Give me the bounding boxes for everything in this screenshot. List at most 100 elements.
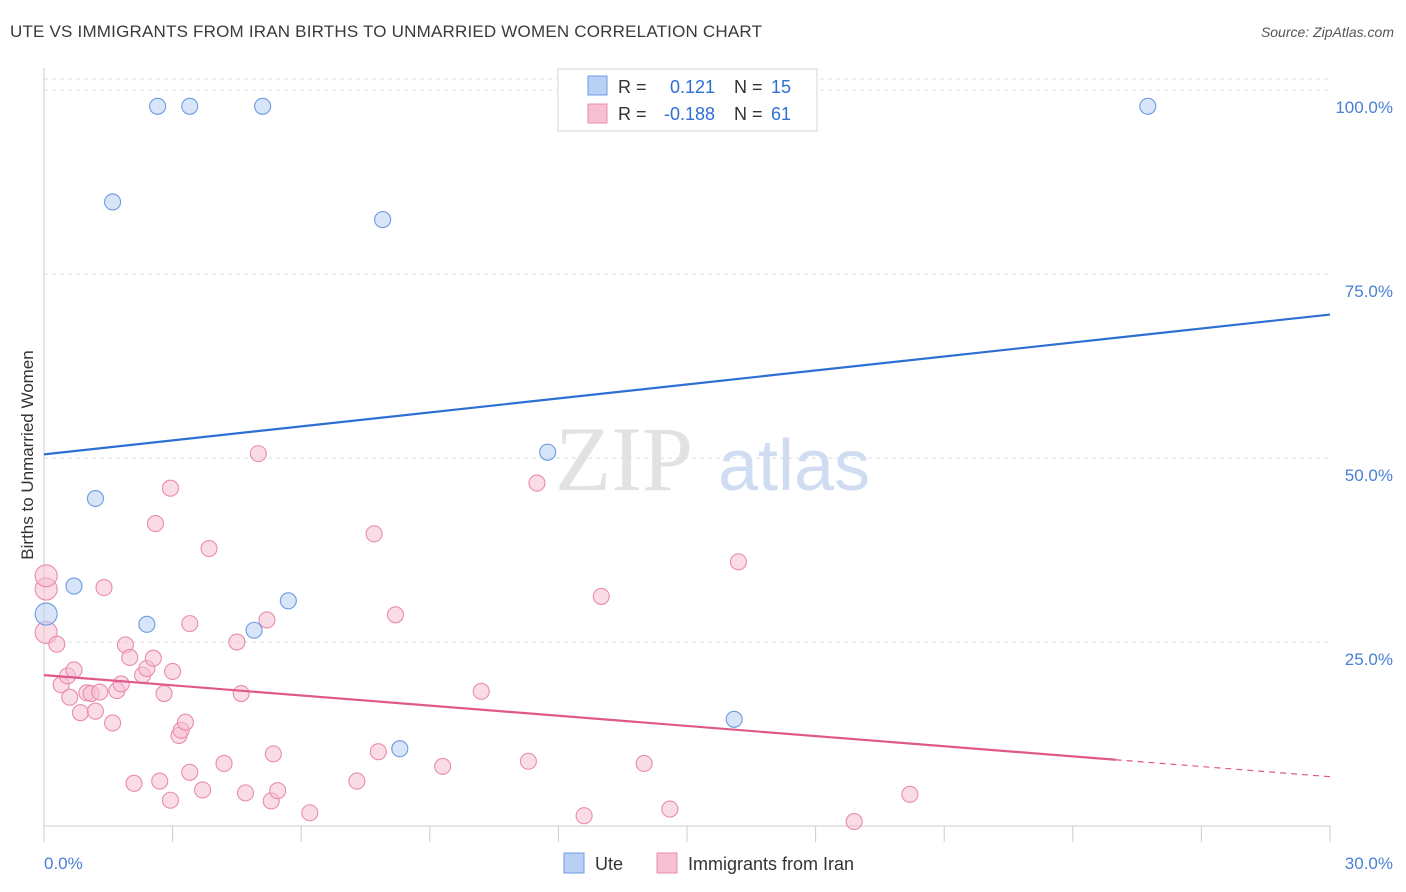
- ute-point: [138, 615, 156, 633]
- ute-point: [725, 710, 743, 728]
- y-axis-title: Births to Unmarried Women: [18, 350, 37, 559]
- iran-point: [200, 540, 218, 558]
- iran-point: [369, 743, 387, 761]
- iran-point: [348, 772, 366, 790]
- stats-legend-ute-swatch: [587, 75, 608, 96]
- series-ute-points: [34, 97, 1157, 758]
- source-label: Source: ZipAtlas.com: [1260, 24, 1394, 40]
- stats-iran-n-value: 61: [771, 104, 791, 124]
- iran-point: [635, 754, 653, 772]
- iran-point: [155, 684, 173, 703]
- iran-point: [901, 785, 919, 803]
- y-tick-label-25: 25.0%: [1345, 650, 1393, 669]
- stats-ute-r-value: 0.121: [670, 77, 715, 97]
- stats-legend-iran-swatch: [587, 103, 608, 124]
- iran-point: [575, 807, 593, 825]
- iran-point: [365, 525, 383, 543]
- iran-point: [181, 763, 199, 781]
- iran-point: [61, 688, 79, 706]
- stats-ute-n-value: 15: [771, 77, 791, 97]
- iran-point: [181, 615, 199, 633]
- iran-point: [301, 804, 319, 822]
- iran-point: [519, 752, 537, 770]
- gridlines: [44, 78, 1330, 643]
- iran-point: [661, 800, 679, 818]
- trend-lines: [43, 313, 1331, 778]
- series-iran-points: [34, 445, 919, 831]
- ute-point: [245, 621, 263, 639]
- ute-point: [65, 577, 83, 595]
- legend-iran-swatch: [656, 852, 678, 874]
- watermark-zip: ZIP: [555, 408, 693, 510]
- stats-ute-r-label: R =: [618, 77, 647, 97]
- ute-point: [1139, 97, 1157, 115]
- x-tick-label-min: 0.0%: [44, 854, 83, 873]
- chart-title: UTE VS IMMIGRANTS FROM IRAN BIRTHS TO UN…: [10, 22, 763, 41]
- iran-point: [161, 791, 180, 809]
- ute-point: [254, 97, 272, 115]
- iran-point: [48, 635, 66, 653]
- series-legend: Ute Immigrants from Iran: [563, 852, 854, 874]
- iran-point: [264, 745, 282, 763]
- iran-point: [86, 702, 104, 720]
- ute-point: [374, 211, 392, 229]
- iran-point: [194, 781, 212, 799]
- iran-point: [386, 606, 405, 624]
- iran-point: [215, 754, 233, 772]
- iran-point: [472, 682, 490, 700]
- iran-point: [258, 611, 276, 629]
- y-tick-label-75: 75.0%: [1345, 282, 1393, 301]
- iran-point: [144, 649, 162, 667]
- iran-point: [91, 683, 109, 701]
- iran-trend-extension: [1115, 759, 1331, 778]
- x-tick-label-max: 30.0%: [1345, 854, 1393, 873]
- iran-point: [104, 714, 122, 732]
- iran-point: [176, 713, 195, 731]
- stats-iran-r-value: -0.188: [664, 104, 715, 124]
- watermark: ZIP atlas: [555, 408, 870, 510]
- iran-point: [232, 684, 250, 703]
- iran-trend-line: [43, 674, 1116, 761]
- watermark-atlas: atlas: [718, 426, 870, 506]
- legend-iran-label: Immigrants from Iran: [688, 854, 854, 874]
- iran-point: [34, 564, 58, 588]
- iran-point: [125, 774, 143, 792]
- ute-point: [539, 443, 557, 461]
- iran-point: [269, 782, 287, 800]
- y-tick-label-50: 50.0%: [1345, 466, 1393, 485]
- legend-ute-swatch: [563, 852, 585, 874]
- iran-point: [146, 514, 165, 533]
- iran-point: [434, 757, 452, 775]
- iran-point: [71, 704, 89, 722]
- stats-legend: R = 0.121 N = 15 R = -0.188 N = 61: [557, 68, 818, 132]
- iran-point: [164, 662, 182, 681]
- iran-point: [121, 648, 139, 667]
- ute-trend-line: [43, 313, 1331, 456]
- iran-point: [528, 474, 546, 492]
- iran-point: [249, 445, 267, 463]
- stats-ute-n-label: N =: [734, 77, 763, 97]
- iran-point: [228, 633, 246, 651]
- iran-point: [729, 553, 747, 571]
- ute-point: [149, 97, 167, 115]
- iran-point: [592, 587, 610, 605]
- iran-point: [845, 813, 863, 831]
- ute-point: [391, 740, 409, 758]
- stats-iran-n-label: N =: [734, 104, 763, 124]
- stats-iran-r-label: R =: [618, 104, 647, 124]
- ute-point: [104, 193, 122, 211]
- iran-point: [65, 661, 83, 679]
- y-tick-label-100: 100.0%: [1335, 98, 1393, 117]
- ute-point: [181, 97, 199, 115]
- y-tick-labels: 25.0% 50.0% 75.0% 100.0%: [1335, 98, 1393, 669]
- legend-ute-label: Ute: [595, 854, 623, 874]
- x-ticks: [43, 826, 1331, 842]
- iran-point: [161, 479, 180, 497]
- iran-point: [112, 675, 130, 693]
- iran-point: [236, 784, 255, 802]
- ute-point: [34, 602, 58, 626]
- ute-point: [279, 592, 297, 610]
- ute-point: [86, 489, 104, 508]
- iran-point: [151, 772, 169, 790]
